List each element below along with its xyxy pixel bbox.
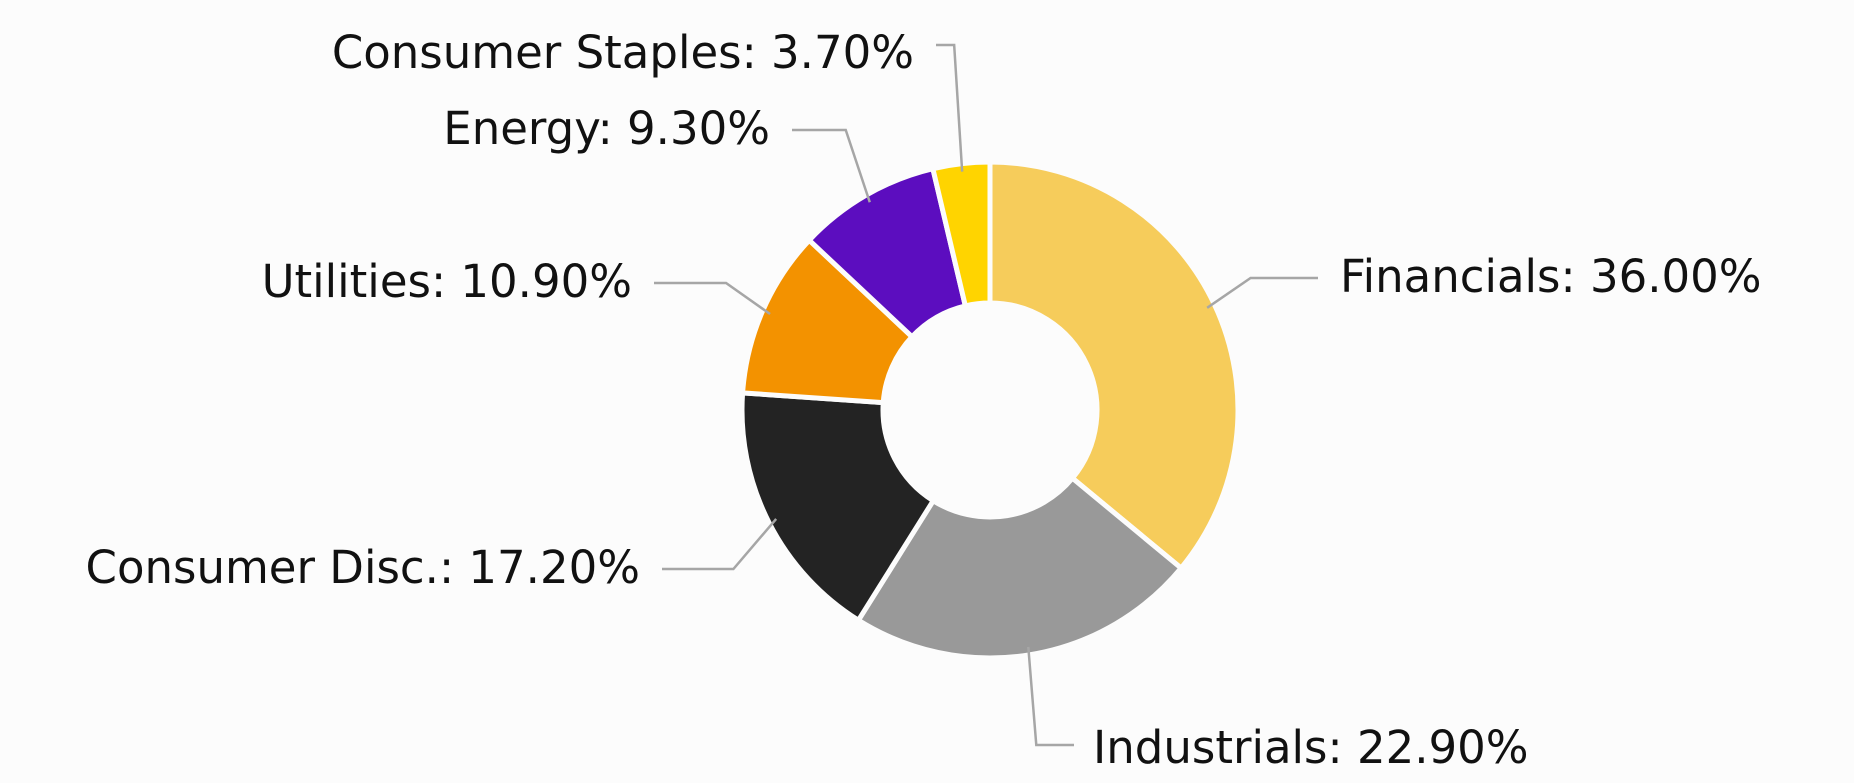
slice-label-consumer-disc: Consumer Disc.: 17.20%: [86, 541, 640, 594]
leader-line-consumer-staples: [936, 43, 964, 172]
leader-line-industrials: [1027, 646, 1074, 747]
slice-financials[interactable]: [987, 159, 1241, 572]
slice-industrials[interactable]: [854, 474, 1185, 661]
leader-line-energy: [792, 128, 871, 203]
slices-layer: [739, 159, 1241, 661]
slice-label-industrials: Industrials: 22.90%: [1093, 721, 1529, 774]
leader-line-utilities: [654, 281, 771, 316]
slice-label-utilities: Utilities: 10.90%: [262, 255, 632, 308]
slice-label-financials: Financials: 36.00%: [1340, 250, 1762, 303]
slice-label-consumer-staples: Consumer Staples: 3.70%: [332, 26, 914, 79]
leader-line-financials: [1206, 276, 1318, 309]
slice-label-energy: Energy: 9.30%: [443, 102, 770, 155]
slice-consumer-disc[interactable]: [739, 390, 937, 624]
leader-line-consumer-disc: [662, 518, 778, 571]
slice-consumer-staples[interactable]: [929, 159, 993, 309]
slice-labels-layer: Financials: 36.00% Industrials: 22.90% Con…: [86, 26, 1762, 774]
leader-lines-layer: [654, 43, 1318, 747]
